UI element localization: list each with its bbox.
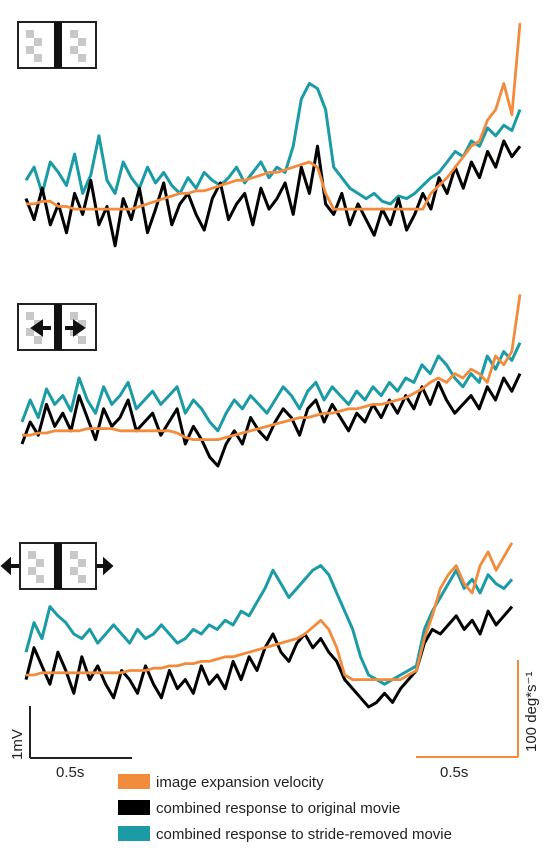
stride-removed-trace (24, 81, 522, 206)
stimulus-icon-inward-arrows (17, 303, 97, 351)
velocity-scalebar: 100 deg*s⁻¹ 0.5s (416, 660, 540, 781)
time-scalebar-label-right: 0.5s (440, 764, 468, 781)
trace-panel-inward (20, 294, 522, 468)
stimulus-icon-outward-arrows (0, 542, 114, 590)
expansion-velocity-trace (26, 22, 522, 211)
voltage-scalebar: 1mV 0.5s (9, 706, 132, 781)
legend-swatch-stride-removed (118, 826, 150, 841)
time-scalebar-label-left: 0.5s (56, 764, 84, 781)
legend-swatch-original (118, 800, 150, 815)
original-trace (24, 139, 522, 248)
velocity-scalebar-label: 100 deg*s⁻¹ (523, 672, 540, 752)
stride-removed-trace (20, 342, 522, 433)
stride-removed-trace (24, 564, 514, 686)
legend-label-original: combined response to original movie (156, 800, 400, 817)
legend-label-expansion: image expansion velocity (156, 774, 324, 791)
trace-panel-stationary (24, 22, 522, 248)
stimulus-icon-static (17, 21, 97, 69)
expansion-velocity-trace (22, 294, 522, 442)
expansion-velocity-trace (26, 542, 514, 681)
legend-label-stride-removed: combined response to stride-removed movi… (156, 826, 452, 843)
legend: image expansion velocity combined respon… (118, 774, 452, 843)
voltage-scalebar-label: 1mV (9, 729, 26, 760)
trace-panel-outward (24, 542, 514, 709)
original-trace (24, 605, 514, 709)
legend-swatch-expansion (118, 774, 150, 789)
original-trace (20, 372, 522, 468)
